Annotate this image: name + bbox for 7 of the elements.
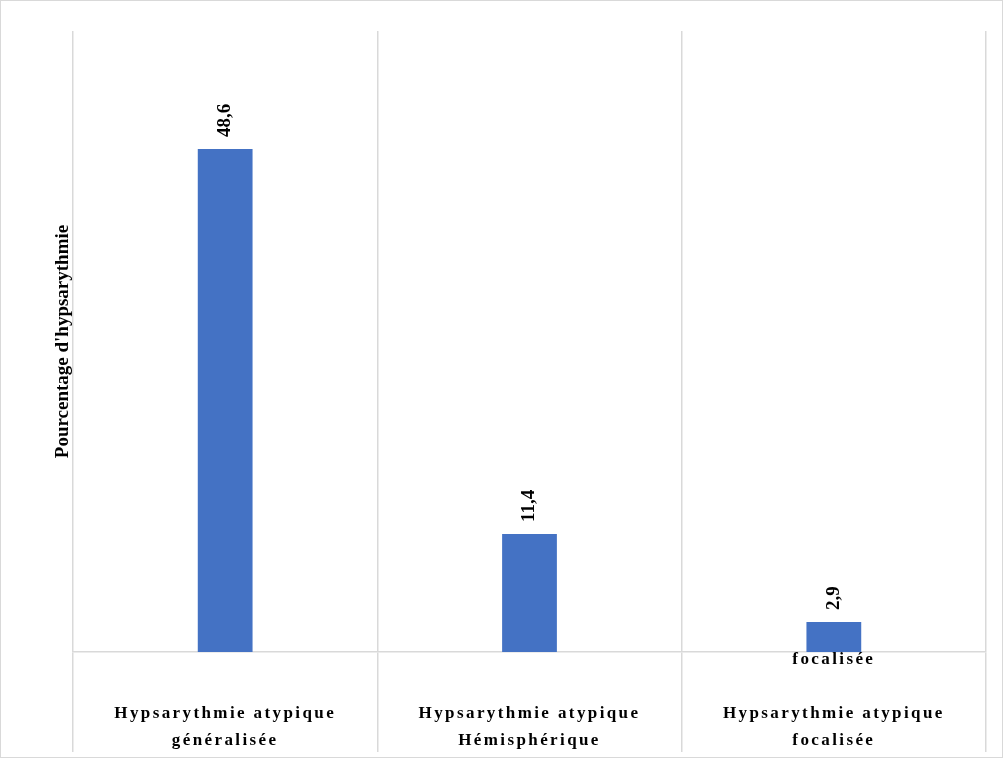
data-label: 2,9 [821,586,843,610]
x-tick-label: Hypsarythmie atypique Hémisphérique [418,703,641,749]
category-label: focalisée Hypsarythmie atypique focalisée [722,649,945,749]
data-label: 11,4 [517,489,539,523]
x-tick-label: Hypsarythmie atypique généralisée [114,703,337,749]
y-axis-title: Pourcentage d'hypsarythmie [50,224,72,459]
data-label: 48,6 [213,103,235,137]
